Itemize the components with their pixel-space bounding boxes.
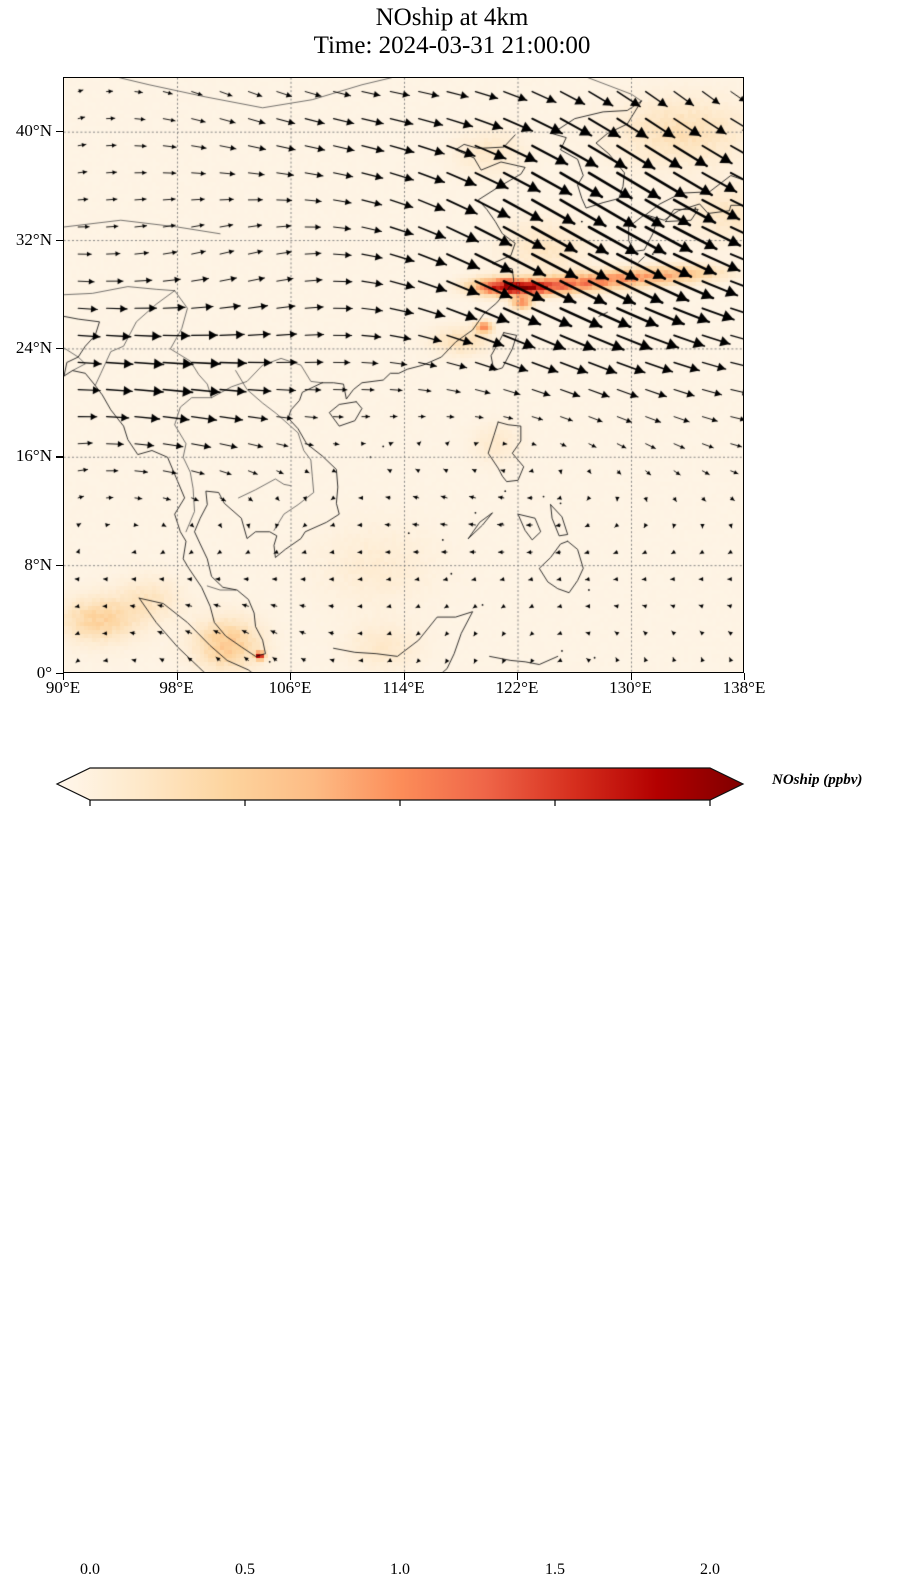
y-tick-label-2: 16°N (15, 446, 52, 466)
x-tick-label-2: 106°E (268, 678, 312, 697)
colorbar-body (55, 767, 745, 801)
title-line-2: Time: 2024-03-31 21:00:00 (313, 32, 591, 59)
x-tick-label-5: 130°E (609, 678, 652, 697)
y-tick-mark-4 (56, 239, 63, 241)
x-tick-mark-6 (744, 673, 746, 680)
x-tick-mark-3 (403, 673, 405, 680)
y-tick-mark-1 (56, 564, 63, 566)
colorbar-tick-label-2: 1.0 (390, 1561, 410, 1578)
y-tick-mark-5 (56, 131, 63, 133)
x-tick-mark-2 (290, 673, 292, 680)
title-line-1: NOship at 4km (375, 4, 529, 31)
y-tick-mark-0 (56, 673, 63, 675)
colorbar: 0.0 0.5 1.0 1.5 2.0 (0, 755, 904, 1578)
figure-title: NOship at 4km Time: 2024-03-31 21:00:00 (0, 4, 904, 60)
colorbar-tick-label-4: 2.0 (700, 1561, 720, 1578)
map-axes (63, 77, 744, 673)
colorbar-tick-label-3: 1.5 (545, 1561, 565, 1578)
x-tick-mark-5 (630, 673, 632, 680)
y-tick-mark-3 (56, 347, 63, 350)
x-tick-mark-4 (517, 673, 519, 680)
y-tick-label-1: 8°N (24, 554, 52, 574)
x-tick-mark-0 (63, 673, 65, 680)
figure-canvas: NOship at 4km Time: 2024-03-31 21:00:00 … (0, 4, 904, 1578)
map-plot-area (64, 78, 743, 672)
x-tick-label-0: 90°E (45, 678, 81, 697)
y-tick-label-5: 40°N (15, 121, 52, 141)
y-tick-mark-2 (56, 456, 63, 458)
x-tick-label-3: 114°E (382, 678, 425, 697)
x-axis-tick-labels: 90°E 98°E 106°E 114°E 122°E 130°E 138°E (46, 678, 765, 704)
y-tick-label-0: 0° (36, 663, 52, 682)
y-tick-label-4: 32°N (15, 229, 52, 249)
y-tick-label-3: 24°N (15, 337, 52, 357)
colorbar-tick-label-1: 0.5 (235, 1561, 255, 1578)
x-tick-label-4: 122°E (495, 678, 539, 697)
colorbar-tick-label-0: 0.0 (80, 1561, 100, 1578)
y-axis-tick-labels: 0° 8°N 16°N 24°N 32°N 40°N (0, 77, 52, 682)
y-axis-tick-marks (0, 77, 63, 675)
x-tick-label-6: 138°E (722, 678, 766, 697)
colorbar-gradient (55, 767, 745, 806)
x-axis-tick-marks (63, 673, 746, 681)
x-tick-mark-1 (176, 673, 178, 680)
colorbar-label: NOship (ppbv) (772, 772, 863, 788)
x-tick-label-1: 98°E (159, 678, 194, 697)
colorbar-tick-labels: 0.0 0.5 1.0 1.5 2.0 (0, 1561, 904, 1585)
